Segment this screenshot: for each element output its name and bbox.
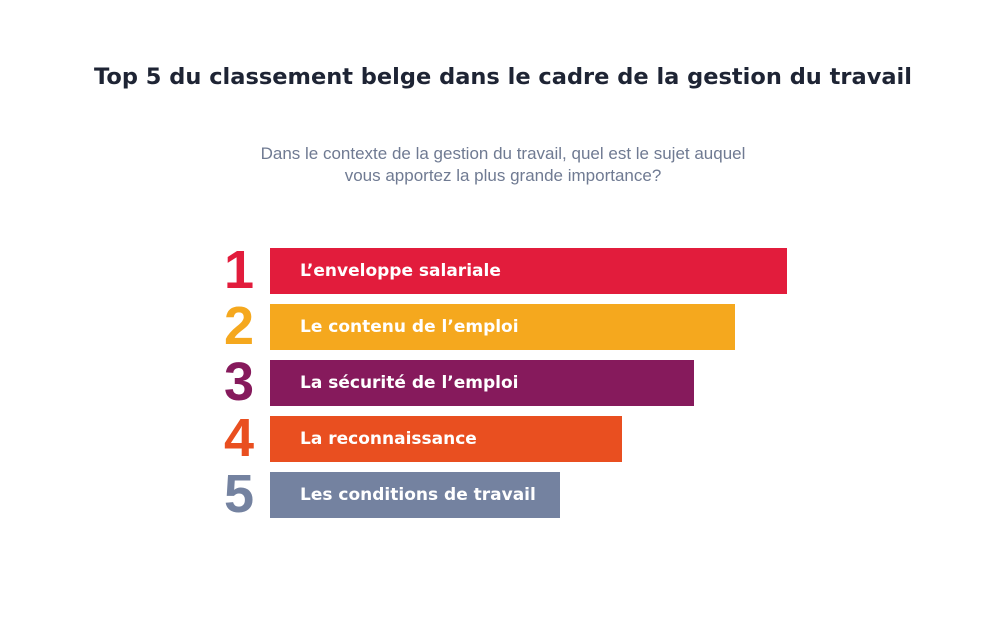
rank-number: 2 [223,296,255,356]
rank-label: Le contenu de l’emploi [300,317,519,337]
rank-label: La sécurité de l’emploi [300,373,519,393]
rank-number: 5 [223,464,255,524]
rank-bar: L’enveloppe salariale [270,248,787,294]
chart-title: Top 5 du classement belge dans le cadre … [94,64,912,90]
rank-number: 3 [223,352,255,412]
rank-label: L’enveloppe salariale [300,261,501,281]
rank-label: Les conditions de travail [300,485,536,505]
rank-bar: Les conditions de travail [270,472,560,518]
rank-label: La reconnaissance [300,429,477,449]
rank-bar: La reconnaissance [270,416,622,462]
rank-number: 4 [223,408,255,468]
rank-number: 1 [223,240,255,300]
chart-subtitle: Dans le contexte de la gestion du travai… [260,144,746,185]
rank-bar: La sécurité de l’emploi [270,360,694,406]
rank-bar: Le contenu de l’emploi [270,304,735,350]
